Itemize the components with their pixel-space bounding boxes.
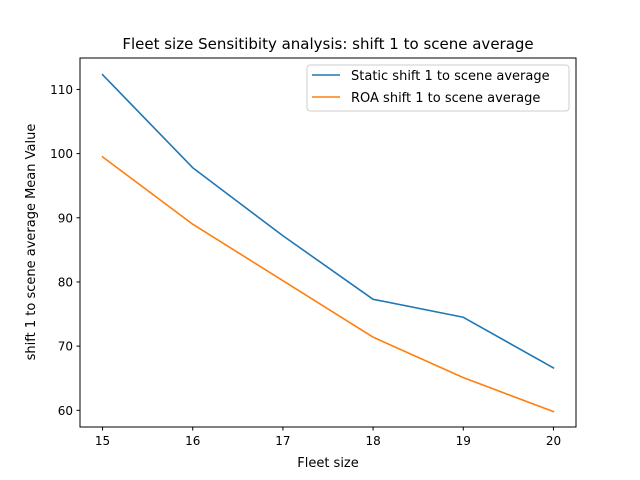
x-tick-label-18: 18 (365, 434, 380, 448)
y-tick-label-110: 110 (50, 83, 73, 97)
legend-label-1: Static shift 1 to scene average (351, 69, 550, 84)
y-tick-label-80: 80 (58, 275, 73, 289)
x-tick-label-15: 15 (95, 434, 110, 448)
series-line-2 (101, 155, 555, 413)
y-tick-label-60: 60 (58, 404, 73, 418)
y-tick-label-90: 90 (58, 211, 73, 225)
x-tick-label-17: 17 (275, 434, 290, 448)
chart-title: Fleet size Sensitibity analysis: shift 1… (122, 35, 533, 53)
legend-label-2: ROA shift 1 to scene average (351, 91, 540, 106)
plot-area: 15 16 17 18 19 20 60 70 80 90 100 110 Static shift 1… (50, 57, 577, 448)
series-line-1 (101, 73, 555, 370)
y-tick-label-100: 100 (50, 147, 73, 161)
x-axis-label: Fleet size (297, 456, 359, 471)
x-tick-label-20: 20 (546, 434, 561, 448)
y-tick-label-70: 70 (58, 340, 73, 354)
x-tick-label-16: 16 (185, 434, 200, 448)
axes-frame (79, 57, 577, 428)
legend-box (306, 64, 570, 112)
x-tick-label-19: 19 (456, 434, 471, 448)
y-axis-label: shift 1 to scene average Mean Value (24, 124, 39, 361)
